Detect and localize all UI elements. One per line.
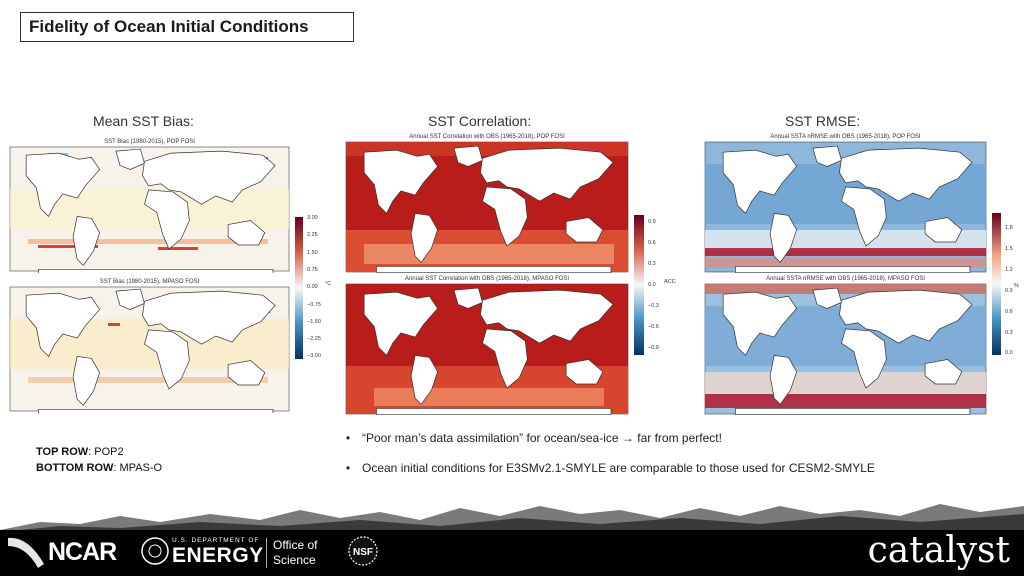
rmse-colorbar-unit: % bbox=[1014, 283, 1019, 289]
corr-tick: 0.9 bbox=[648, 219, 656, 225]
mountain-silhouette bbox=[0, 504, 1024, 532]
bottom-row-label: BOTTOM ROW bbox=[36, 462, 114, 474]
nsf-logo-text: NSF bbox=[353, 547, 373, 558]
bias-colorbar-gradient bbox=[295, 217, 303, 359]
bias-colorbar: °C 3.00 2.25 1.50 0.75 0.00 −0.75 −1.50 … bbox=[295, 215, 331, 361]
corr-map-bottom-title: Annual SST Correlation with OBS (1965-20… bbox=[404, 276, 570, 282]
bias-tick: −3.00 bbox=[307, 353, 321, 359]
bias-tick: −1.50 bbox=[307, 319, 321, 325]
bias-tick: −0.75 bbox=[307, 302, 321, 308]
bottom-row-legend: BOTTOM ROW: MPAS-O bbox=[36, 462, 162, 474]
ncar-logo-text: NCAR bbox=[48, 538, 117, 566]
rmse-tick: 1.5 bbox=[1005, 246, 1013, 252]
bias-map-top: SST Bias (1980-2015), POP FOSI bbox=[8, 139, 291, 273]
rmse-tick: 0.6 bbox=[1005, 309, 1013, 315]
nsf-logo-icon: NSF bbox=[348, 536, 378, 566]
rmse-map-bottom-plot bbox=[704, 283, 987, 416]
bias-map-top-title: SST Bias (1980-2015), POP FOSI bbox=[104, 139, 195, 145]
top-row-legend: TOP ROW: POP2 bbox=[36, 446, 124, 458]
corr-map-top-plot bbox=[345, 141, 629, 274]
rmse-colorbar-gradient bbox=[992, 213, 1001, 355]
bias-colorbar-unit: °C bbox=[325, 281, 332, 287]
bias-tick: 0.00 bbox=[307, 284, 318, 290]
rmse-column-heading: SST RMSE: bbox=[785, 113, 861, 129]
footer-separator bbox=[266, 538, 267, 568]
doe-department-text: U.S. DEPARTMENT OF bbox=[172, 537, 260, 544]
bias-tick: 3.00 bbox=[307, 215, 318, 221]
corr-colorbar: ACC 0.9 0.6 0.3 0.0 −0.3 −0.6 −0.9 bbox=[634, 215, 676, 357]
bullet-item: • “Poor man’s data assimilation” for oce… bbox=[344, 431, 722, 445]
bias-tick: −2.25 bbox=[307, 336, 321, 342]
rmse-map-top: Annual SSTA nRMSE with OBS (1965-2018), … bbox=[703, 134, 988, 274]
rmse-map-top-plot bbox=[704, 141, 987, 274]
bias-map-bottom: SST Bias (1980-2015), MPASO FOSI bbox=[8, 279, 291, 413]
rmse-tick: 0.3 bbox=[1005, 330, 1013, 336]
bias-tick: 2.25 bbox=[307, 232, 318, 238]
bottom-row-value: : MPAS-O bbox=[113, 462, 163, 474]
slide-title: Fidelity of Ocean Initial Conditions bbox=[20, 12, 354, 42]
doe-energy-text: ENERGY bbox=[172, 544, 264, 567]
bullet-dot: • bbox=[345, 431, 351, 445]
office-line-1: Office of bbox=[273, 538, 318, 552]
rmse-map-bottom: Annual SSTA nRMSE with OBS (1965-2018), … bbox=[703, 276, 988, 416]
office-of-science-text: Office of Science bbox=[273, 538, 317, 568]
bullet-text: Ocean initial conditions for E3SMv2.1-SM… bbox=[362, 461, 875, 475]
correlation-column-heading: SST Correlation: bbox=[428, 113, 532, 129]
corr-tick: 0.3 bbox=[648, 261, 656, 267]
bias-tick: 0.75 bbox=[307, 267, 318, 273]
corr-tick: −0.6 bbox=[648, 324, 659, 330]
corr-tick: 0.6 bbox=[648, 240, 656, 246]
corr-map-top: Annual SST Correlation with OBS (1965-20… bbox=[344, 134, 630, 274]
corr-tick: 0.0 bbox=[648, 282, 656, 288]
ncar-logo-icon bbox=[8, 537, 44, 568]
rmse-tick: 1.8 bbox=[1005, 225, 1013, 231]
bias-column-heading: Mean SST Bias: bbox=[93, 113, 194, 129]
corr-tick: −0.3 bbox=[648, 303, 659, 309]
corr-tick: −0.9 bbox=[648, 345, 659, 351]
rmse-tick: 0.9 bbox=[1005, 288, 1013, 294]
corr-map-bottom: Annual SST Correlation with OBS (1965-20… bbox=[344, 276, 630, 416]
bullet-item: • Ocean initial conditions for E3SMv2.1-… bbox=[344, 461, 875, 475]
catalyst-logo-text: catalyst bbox=[867, 530, 1010, 571]
rmse-map-bottom-title: Annual SSTA nRMSE with OBS (1965-2018), … bbox=[766, 276, 925, 282]
rmse-tick: 0.0 bbox=[1005, 350, 1013, 356]
rmse-tick: 1.2 bbox=[1005, 267, 1013, 273]
bias-map-bottom-plot bbox=[9, 286, 290, 413]
bias-map-bottom-title: SST Bias (1980-2015), MPASO FOSI bbox=[99, 279, 200, 285]
bullet-dot: • bbox=[345, 461, 351, 475]
corr-colorbar-gradient bbox=[634, 215, 644, 355]
top-row-value: : POP2 bbox=[88, 446, 124, 458]
doe-seal-icon bbox=[141, 537, 169, 565]
top-row-label: TOP ROW bbox=[36, 446, 89, 458]
corr-colorbar-unit: ACC bbox=[664, 279, 676, 285]
bullet-text: “Poor man’s data assimilation” for ocean… bbox=[362, 431, 722, 445]
rmse-map-top-title: Annual SSTA nRMSE with OBS (1965-2018), … bbox=[770, 134, 921, 140]
corr-map-bottom-plot bbox=[345, 283, 629, 416]
corr-map-top-title: Annual SST Correlation with OBS (1965-20… bbox=[409, 134, 565, 140]
bias-tick: 1.50 bbox=[307, 250, 318, 256]
office-line-2: Science bbox=[273, 553, 316, 567]
bias-map-top-plot bbox=[9, 146, 290, 273]
footer-bar bbox=[0, 530, 1024, 576]
rmse-colorbar: % 1.8 1.5 1.2 0.9 0.6 0.3 0.0 bbox=[992, 213, 1022, 359]
